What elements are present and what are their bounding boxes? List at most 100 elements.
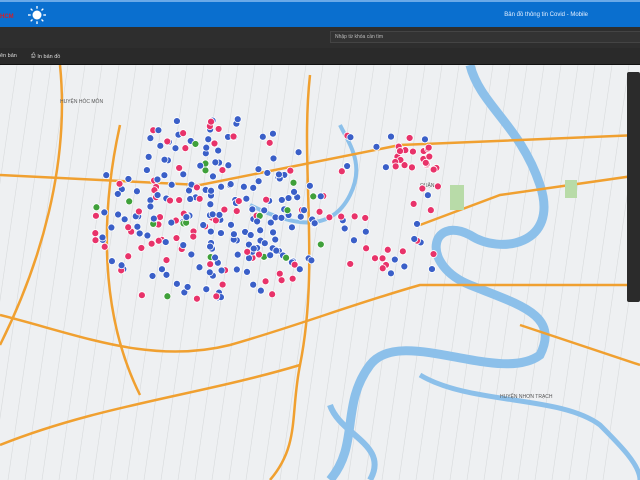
case-marker[interactable] <box>137 244 146 252</box>
patient-marker[interactable] <box>161 238 170 246</box>
case-marker[interactable] <box>175 164 184 172</box>
patient-marker[interactable] <box>249 280 258 289</box>
patient-marker[interactable] <box>135 229 144 238</box>
patient-marker[interactable] <box>256 286 265 295</box>
patient-marker[interactable] <box>288 223 296 232</box>
recovered-marker[interactable] <box>316 240 325 249</box>
case-marker[interactable] <box>268 290 277 299</box>
case-marker[interactable] <box>433 182 442 191</box>
patient-marker[interactable] <box>206 227 215 236</box>
patient-marker[interactable] <box>133 187 141 196</box>
patient-marker[interactable] <box>144 152 153 161</box>
case-marker[interactable] <box>92 211 100 220</box>
patient-marker[interactable] <box>249 244 258 253</box>
patient-marker[interactable] <box>182 213 191 222</box>
patient-marker[interactable] <box>258 132 267 141</box>
patient-marker[interactable] <box>183 283 192 291</box>
patient-marker[interactable] <box>143 166 151 174</box>
case-marker[interactable] <box>255 250 263 259</box>
recovered-marker[interactable] <box>282 253 290 262</box>
patient-marker[interactable] <box>310 219 319 228</box>
search-input[interactable]: Nhập từ khóa cần tìm <box>330 31 640 43</box>
case-marker[interactable] <box>371 254 379 263</box>
patient-marker[interactable] <box>179 170 188 179</box>
case-marker[interactable] <box>265 138 274 147</box>
case-marker[interactable] <box>350 236 358 245</box>
patient-marker[interactable] <box>295 265 304 274</box>
patient-marker[interactable] <box>107 223 116 232</box>
case-marker[interactable] <box>346 133 355 142</box>
case-marker[interactable] <box>163 137 172 146</box>
patient-marker[interactable] <box>217 266 226 275</box>
patient-marker[interactable] <box>211 158 220 167</box>
patient-marker[interactable] <box>277 196 286 204</box>
recovered-marker[interactable] <box>309 192 318 201</box>
patient-marker[interactable] <box>254 165 263 174</box>
layers-button[interactable]: ên bản <box>0 53 17 59</box>
case-marker[interactable] <box>189 232 198 241</box>
patient-marker[interactable] <box>100 208 109 217</box>
case-marker[interactable] <box>211 216 220 225</box>
patient-marker[interactable] <box>162 270 171 279</box>
patient-marker[interactable] <box>305 181 314 190</box>
case-marker[interactable] <box>408 163 416 172</box>
case-marker[interactable] <box>400 161 409 170</box>
patient-marker[interactable] <box>204 135 213 144</box>
case-marker[interactable] <box>91 236 100 245</box>
patient-marker[interactable] <box>248 205 257 214</box>
case-marker[interactable] <box>337 212 346 221</box>
recovered-marker[interactable] <box>125 197 134 206</box>
case-marker[interactable] <box>387 269 395 278</box>
patient-marker[interactable] <box>205 268 214 277</box>
recovered-marker[interactable] <box>191 140 200 148</box>
case-marker[interactable] <box>423 191 432 200</box>
case-marker[interactable] <box>193 294 201 303</box>
patient-marker[interactable] <box>179 241 188 250</box>
patient-marker[interactable] <box>160 155 169 164</box>
patient-marker[interactable] <box>199 221 208 229</box>
patient-marker[interactable] <box>307 256 316 265</box>
case-marker[interactable] <box>426 206 435 215</box>
case-marker[interactable] <box>288 274 297 283</box>
patient-marker[interactable] <box>160 171 169 180</box>
patient-marker[interactable] <box>154 126 163 135</box>
case-marker[interactable] <box>166 196 174 205</box>
patient-marker[interactable] <box>260 239 269 248</box>
case-marker[interactable] <box>175 196 184 204</box>
patient-marker[interactable] <box>253 217 262 226</box>
patient-marker[interactable] <box>202 143 211 152</box>
patient-marker[interactable] <box>269 228 277 237</box>
case-marker[interactable] <box>195 194 204 203</box>
case-marker[interactable] <box>429 165 438 174</box>
map-canvas[interactable]: HUYỆN HÓC MÔN HUYỆN NHƠN TRẠCH QUẬN 2 <box>0 65 640 480</box>
case-marker[interactable] <box>124 223 133 232</box>
case-marker[interactable] <box>346 260 355 268</box>
patient-marker[interactable] <box>98 233 107 242</box>
case-marker[interactable] <box>277 276 286 285</box>
patient-marker[interactable] <box>290 187 298 196</box>
case-marker[interactable] <box>409 199 418 208</box>
patient-marker[interactable] <box>117 261 126 270</box>
case-marker[interactable] <box>220 205 229 214</box>
case-marker[interactable] <box>424 143 433 152</box>
patient-marker[interactable] <box>227 220 235 229</box>
side-panel[interactable] <box>627 72 640 302</box>
patient-marker[interactable] <box>167 218 176 227</box>
case-marker[interactable] <box>181 144 190 153</box>
patient-marker[interactable] <box>146 134 155 143</box>
case-marker[interactable] <box>218 280 227 289</box>
case-marker[interactable] <box>214 125 223 133</box>
case-marker[interactable] <box>372 142 381 151</box>
patient-marker[interactable] <box>153 191 162 199</box>
case-marker[interactable] <box>343 162 352 170</box>
patient-marker[interactable] <box>277 213 286 222</box>
patient-marker[interactable] <box>108 257 116 266</box>
case-marker[interactable] <box>275 269 284 278</box>
patient-marker[interactable] <box>217 229 225 237</box>
case-marker[interactable] <box>428 265 436 273</box>
patient-marker[interactable] <box>254 177 263 186</box>
case-marker[interactable] <box>207 117 215 126</box>
case-marker[interactable] <box>378 254 387 263</box>
case-marker[interactable] <box>398 247 407 256</box>
case-marker[interactable] <box>192 183 201 192</box>
